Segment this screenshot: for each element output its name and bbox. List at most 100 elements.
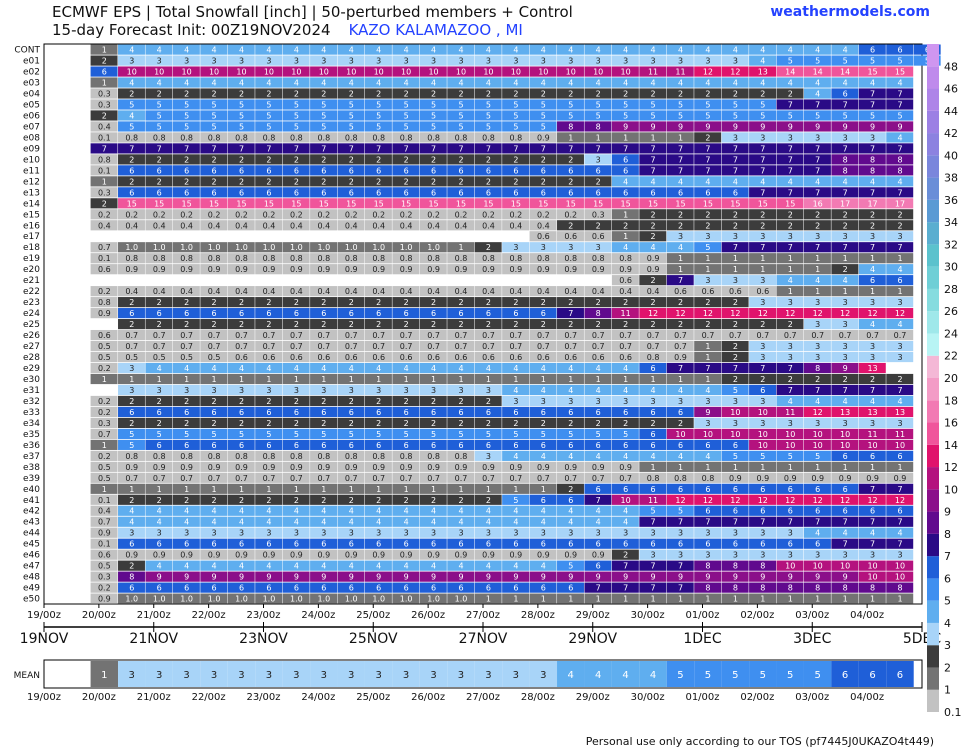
heatmap-cell xyxy=(666,275,694,286)
cell-value: 3 xyxy=(513,243,518,252)
cell-value: 4 xyxy=(431,79,436,88)
heatmap-cell xyxy=(886,384,914,396)
heatmap-cell xyxy=(611,66,639,77)
cell-value: 5 xyxy=(266,430,271,439)
cell-value: 12 xyxy=(703,309,713,318)
cell-value: 3 xyxy=(486,452,491,461)
heatmap-cell xyxy=(776,231,804,242)
heatmap-cell xyxy=(557,362,584,374)
heatmap-cell xyxy=(776,472,804,483)
heatmap-cell xyxy=(364,66,392,77)
cell-value: 1 xyxy=(266,375,271,384)
heatmap-cell xyxy=(639,406,667,418)
mean-value: 1 xyxy=(101,670,107,681)
heatmap-cell xyxy=(172,329,200,341)
heatmap-cell xyxy=(858,406,886,418)
heatmap-cell xyxy=(310,44,338,55)
member-label: e30 xyxy=(23,375,40,385)
cell-value: 7 xyxy=(376,144,381,153)
heatmap-cell xyxy=(392,582,420,593)
heatmap-cell xyxy=(447,44,475,55)
heatmap-cell xyxy=(502,461,530,472)
heatmap-cell xyxy=(310,55,338,66)
heatmap-cell xyxy=(502,395,530,407)
cell-value: 6 xyxy=(321,188,326,197)
heatmap-cell xyxy=(831,99,859,110)
heatmap-cell xyxy=(529,264,557,275)
heatmap-cell xyxy=(721,571,749,582)
cell-value: 7 xyxy=(870,518,875,527)
heatmap-cell xyxy=(200,483,228,494)
cell-value: 2 xyxy=(596,419,601,428)
cell-value: 2 xyxy=(458,89,463,98)
cell-value: 0.9 xyxy=(208,463,221,472)
cell-value: 4 xyxy=(486,46,491,55)
heatmap-cell xyxy=(529,88,557,99)
heatmap-cell xyxy=(474,571,502,582)
heatmap-cell xyxy=(310,308,338,319)
heatmap-cell xyxy=(310,209,338,220)
heatmap-cell xyxy=(858,472,886,483)
cell-value: 0.9 xyxy=(647,254,660,263)
cell-value: 2 xyxy=(184,177,189,186)
heatmap-cell xyxy=(172,395,200,407)
heatmap-cell xyxy=(255,154,283,165)
heatmap-cell xyxy=(529,297,557,308)
cell-value: 0.4 xyxy=(455,287,468,296)
cell-value: 9 xyxy=(897,122,902,131)
colorbar-label: 44 xyxy=(944,105,958,118)
heatmap-cell xyxy=(227,286,255,297)
cell-value: 5 xyxy=(733,111,738,120)
cell-value: 0.7 xyxy=(482,342,495,351)
mean-cell xyxy=(337,661,365,687)
heatmap-cell xyxy=(803,209,831,220)
cell-value: 0.4 xyxy=(125,221,138,230)
cell-value: 15 xyxy=(236,199,246,208)
cell-value: 2 xyxy=(733,210,738,219)
cell-value: 1 xyxy=(568,375,573,384)
heatmap-cell xyxy=(611,450,639,461)
cell-value: 1.0 xyxy=(345,595,358,604)
heatmap-cell xyxy=(172,308,200,319)
cell-value: 6 xyxy=(184,441,189,450)
heatmap-cell xyxy=(502,384,530,396)
cell-value: 0.2 xyxy=(208,210,221,219)
heatmap-cell xyxy=(639,66,667,77)
heatmap-cell xyxy=(118,406,145,418)
heatmap-cell xyxy=(282,297,310,308)
cell-value: 4 xyxy=(596,46,601,55)
cell-value: 0.8 xyxy=(317,452,330,461)
heatmap-cell xyxy=(255,143,283,154)
cell-value: 1.0 xyxy=(235,243,248,252)
cell-value: 5 xyxy=(733,452,738,461)
brand-link[interactable]: weathermodels.com xyxy=(770,4,930,20)
heatmap-cell xyxy=(831,340,859,352)
heatmap-cell xyxy=(145,439,173,450)
cell-value: 6 xyxy=(596,485,601,494)
colorbar-segment xyxy=(927,133,939,156)
cell-value: 7 xyxy=(733,518,738,527)
heatmap-cell xyxy=(172,286,200,297)
cell-value: 4 xyxy=(596,364,601,373)
heatmap-cell xyxy=(474,165,502,176)
cell-value: 1 xyxy=(788,595,793,604)
cell-value: 2 xyxy=(623,89,628,98)
heatmap-cell xyxy=(200,362,228,374)
cell-value: 0.7 xyxy=(290,474,303,483)
heatmap-cell xyxy=(145,362,173,374)
cell-value: 0.6 xyxy=(756,287,769,296)
cell-value: 15 xyxy=(566,199,576,208)
heatmap-cell xyxy=(886,77,914,88)
heatmap-cell xyxy=(749,461,777,472)
cell-value: 7 xyxy=(129,144,134,153)
cell-value: 0.9 xyxy=(125,265,138,274)
heatmap-cell xyxy=(200,582,228,593)
cell-value: 3 xyxy=(870,342,875,351)
heatmap-cell xyxy=(172,88,200,99)
cell-value: 3 xyxy=(843,298,848,307)
cell-value: 12 xyxy=(813,496,823,505)
heatmap-cell xyxy=(282,77,310,88)
heatmap-cell xyxy=(447,362,475,374)
cell-value: 0.7 xyxy=(455,331,468,340)
cell-value: 0.7 xyxy=(125,474,138,483)
